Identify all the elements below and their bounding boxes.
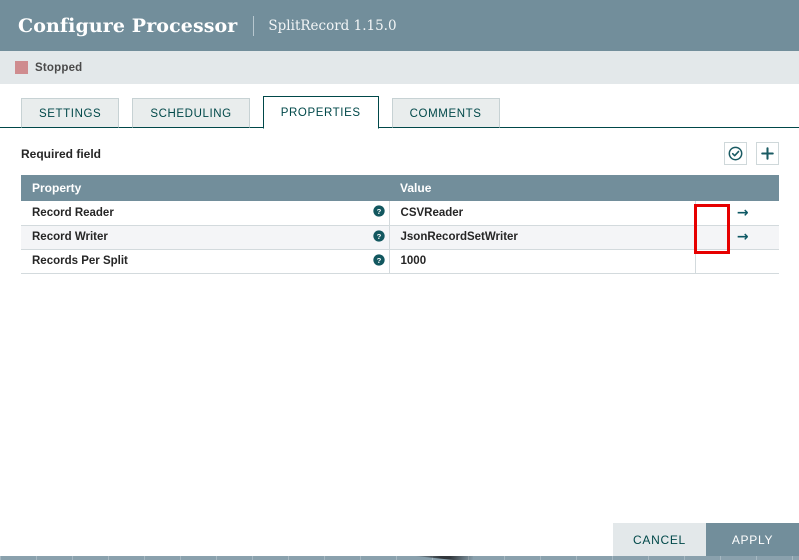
processor-status-bar: Stopped xyxy=(0,51,799,84)
toolbar-actions xyxy=(724,142,779,165)
help-circle-icon[interactable]: ? xyxy=(373,253,385,269)
plus-icon xyxy=(760,146,775,161)
check-circle-icon xyxy=(728,146,743,161)
help-circle-icon[interactable]: ? xyxy=(373,205,385,220)
go-to-service-cell[interactable]: → xyxy=(695,225,780,250)
column-header-value[interactable]: Value xyxy=(389,175,780,201)
table-body: Record Reader ? CSVReader → Record Write… xyxy=(21,201,780,274)
tab-strip: SETTINGS SCHEDULING PROPERTIES COMMENTS xyxy=(0,94,799,129)
properties-toolbar: Required field xyxy=(0,137,799,170)
go-to-service-cell xyxy=(695,249,780,274)
table-row[interactable]: Records Per Split ? 1000 xyxy=(21,249,780,274)
table-row[interactable]: Record Writer ? JsonRecordSetWriter → xyxy=(21,225,780,250)
tab-list: SETTINGS SCHEDULING PROPERTIES COMMENTS xyxy=(21,94,799,129)
table-row[interactable]: Record Reader ? CSVReader → xyxy=(21,201,780,226)
go-to-service-cell[interactable]: → xyxy=(695,201,780,226)
help-circle-icon[interactable]: ? xyxy=(373,229,385,245)
property-table: Property Value Record Reader ? CSVReader xyxy=(21,175,780,274)
tab-comments[interactable]: COMMENTS xyxy=(391,98,500,128)
tab-properties[interactable]: PROPERTIES xyxy=(262,96,379,129)
status-badge: Stopped xyxy=(35,61,83,74)
svg-text:?: ? xyxy=(377,231,382,240)
property-help-cell[interactable]: ? xyxy=(359,225,390,250)
property-name-cell: Records Per Split xyxy=(21,249,359,274)
add-property-button[interactable] xyxy=(756,142,779,165)
property-value-cell[interactable]: 1000 xyxy=(389,249,696,274)
tab-scheduling[interactable]: SCHEDULING xyxy=(132,98,250,128)
verify-properties-button[interactable] xyxy=(724,142,747,165)
property-name-cell: Record Reader xyxy=(21,201,359,226)
property-help-cell[interactable]: ? xyxy=(359,201,390,226)
stopped-status-icon xyxy=(15,61,28,74)
table-header-row: Property Value xyxy=(21,175,780,201)
svg-text:?: ? xyxy=(377,255,382,264)
title-divider xyxy=(253,15,255,36)
page-title: Configure Processor xyxy=(18,14,238,37)
property-value-cell[interactable]: CSVReader xyxy=(389,201,696,226)
processor-type-version: SplitRecord 1.15.0 xyxy=(268,17,397,34)
property-value-cell[interactable]: JsonRecordSetWriter xyxy=(389,225,696,250)
apply-button[interactable]: APPLY xyxy=(706,523,799,556)
column-header-property[interactable]: Property xyxy=(21,175,390,201)
dialog-title-bar: Configure Processor SplitRecord 1.15.0 xyxy=(0,0,799,51)
arrow-right-icon[interactable]: → xyxy=(736,204,749,221)
arrow-right-icon[interactable]: → xyxy=(736,229,749,245)
cancel-button[interactable]: CANCEL xyxy=(613,523,706,556)
property-help-cell[interactable]: ? xyxy=(359,249,390,274)
tab-settings[interactable]: SETTINGS xyxy=(21,98,120,128)
dialog-footer: CANCEL APPLY xyxy=(0,523,799,556)
required-field-label: Required field xyxy=(21,146,102,161)
property-name-cell: Record Writer xyxy=(21,225,359,250)
svg-text:?: ? xyxy=(377,207,382,216)
